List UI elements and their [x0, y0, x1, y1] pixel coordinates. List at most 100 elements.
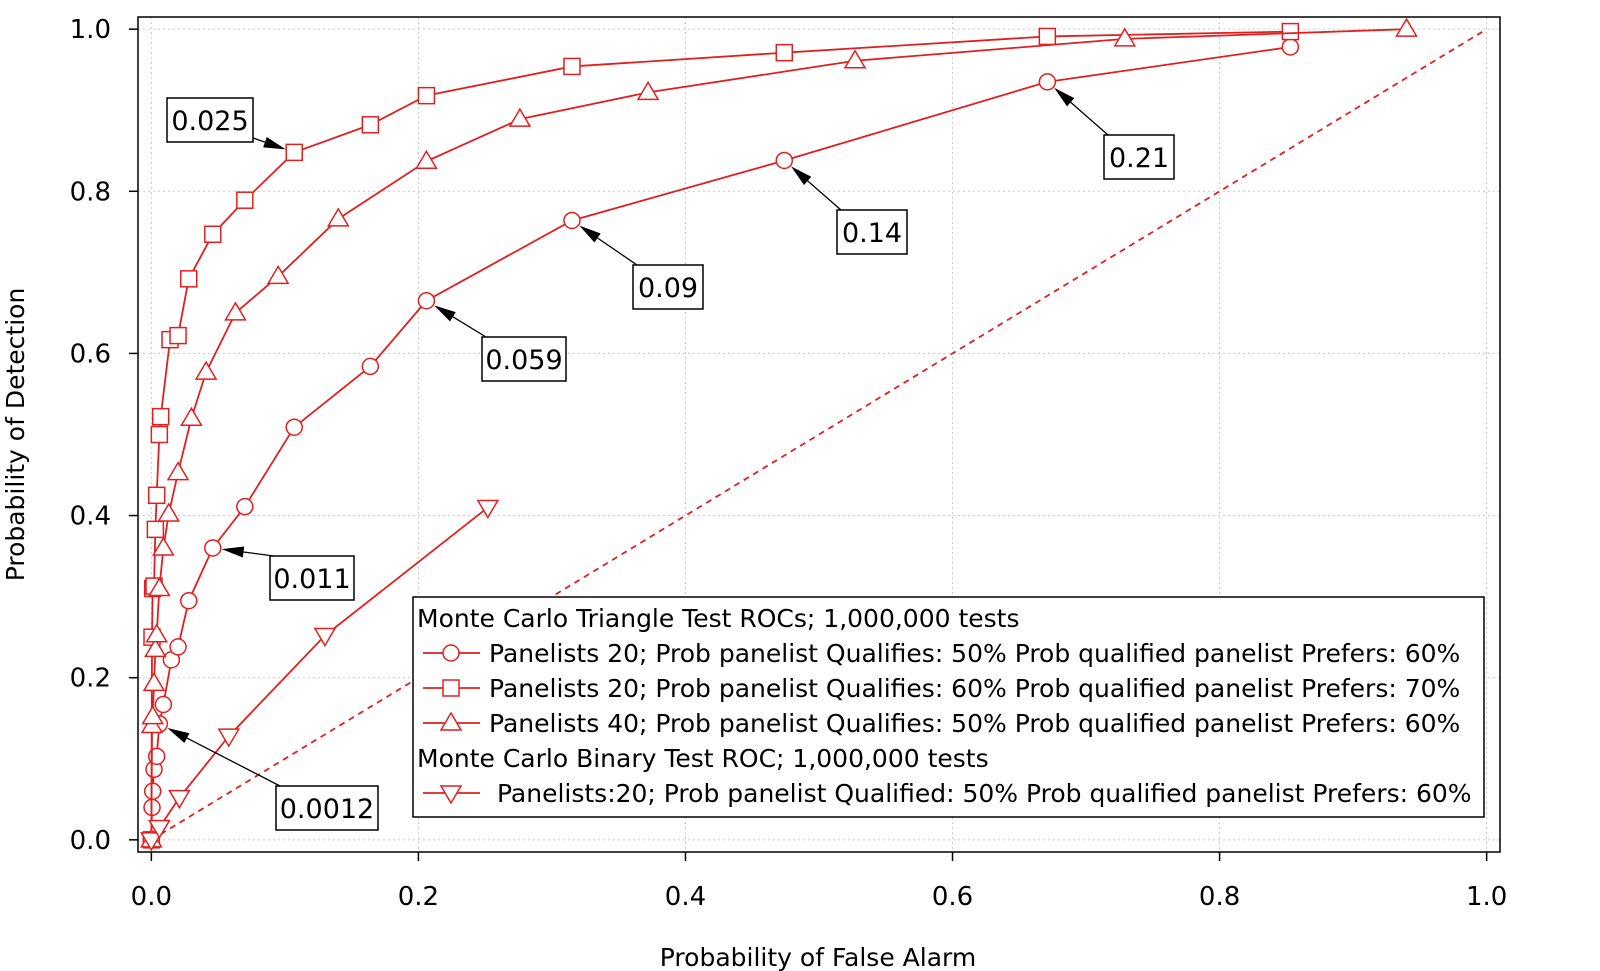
legend-entry-2: Panelists 20; Prob panelist Qualifies: 6… [423, 674, 1460, 703]
legend-label-5: Panelists:20; Prob panelist Qualified: 5… [489, 779, 1472, 808]
axes: 0.0 0.2 0.4 0.6 0.8 1.0 0.0 0.2 0.4 0.6 0.8 1.0 [70, 15, 1508, 912]
series-4-point-0 [140, 832, 163, 852]
series-3-point-9 [166, 461, 190, 481]
annotation-4-box [481, 336, 567, 382]
series-4-point-5 [476, 499, 500, 519]
series-3-point-20 [1395, 17, 1418, 37]
series-4-point-2 [168, 789, 191, 810]
legend-swatch-marker-1 [442, 644, 460, 662]
series-1-point-10 [204, 539, 222, 557]
annotation-6-arrow-head [167, 728, 190, 743]
series-1-point-11 [236, 497, 254, 516]
x-tick-label-1: 0.2 [398, 882, 439, 912]
y-axis-title: Probability of Detection [1, 288, 30, 582]
annotation-4: 0.059 [434, 305, 567, 382]
series-2-point-16 [563, 57, 581, 76]
legend-heading-4: Monte Carlo Binary Test ROC; 1,000,000 t… [417, 744, 989, 773]
series-1-point-16 [775, 151, 794, 170]
legend-label-1: Panelists 20; Prob panelist Qualifies: 5… [489, 639, 1460, 668]
series-2-point-18 [1038, 27, 1057, 46]
x-tick-label-5: 1.0 [1466, 882, 1507, 912]
series-2-point-19 [1281, 22, 1300, 41]
series-2-point-5 [147, 486, 166, 505]
series-1-point-12 [285, 418, 303, 436]
series-2-point-6 [150, 425, 169, 444]
annotation-0-arrow-head [263, 136, 286, 150]
annotation-6-label: 0.0012 [280, 794, 374, 825]
series-3-point-17 [636, 80, 660, 101]
y-tick-label-1: 0.2 [70, 664, 111, 694]
series-2-point-4 [146, 520, 165, 539]
series-1-point-9 [179, 591, 198, 610]
series-2-point-10 [179, 270, 198, 288]
series-3-point-8 [157, 502, 181, 522]
annotation-5-box [269, 555, 355, 601]
series-layer [140, 17, 1418, 852]
legend-entry-1: Panelists 20; Prob panelist Qualifies: 5… [423, 639, 1460, 668]
annotation-0-arrow-line [252, 137, 266, 143]
series-1-point-8 [169, 638, 187, 656]
series-2-line [150, 30, 1291, 840]
series-4-point-4 [313, 627, 337, 648]
legend-entry-5: Panelists:20; Prob panelist Qualified: 5… [423, 779, 1472, 808]
series-1-point-13 [361, 357, 380, 376]
annotation-0: 0.025 [166, 97, 286, 150]
annotation-2-label: 0.14 [842, 218, 902, 249]
y-tick-label-0: 0.0 [70, 826, 111, 856]
series-1-point-18 [1281, 38, 1300, 56]
series-2-point-11 [204, 225, 222, 244]
legend-swatch-marker-3 [439, 711, 463, 731]
annotation-1-arrow-line [1070, 101, 1109, 136]
series-2-point-13 [285, 143, 303, 162]
legend-label-2: Panelists 20; Prob panelist Qualifies: 6… [489, 674, 1460, 703]
series-1-point-14 [417, 291, 436, 310]
annotation-4-arrow-line [452, 316, 487, 338]
series-3-point-7 [152, 536, 175, 556]
annotation-4-label: 0.059 [485, 345, 562, 376]
legend-swatch-marker-5 [439, 785, 463, 805]
series-1-point-17 [1038, 73, 1057, 91]
series-3-point-5 [145, 623, 169, 643]
annotations-layer: 0.025 0.21 0.14 0.09 0.059 0.011 0.0012 [166, 87, 1175, 831]
series-3-point-13 [266, 264, 290, 285]
annotation-6: 0.0012 [167, 728, 379, 831]
annotation-0-label: 0.025 [171, 106, 248, 137]
annotation-3-arrow-line [597, 237, 638, 266]
series-3-point-10 [180, 406, 203, 427]
series-3-point-11 [194, 360, 218, 380]
legend-entry-0: Monte Carlo Triangle Test ROCs; 1,000,00… [417, 604, 1020, 633]
legend: Monte Carlo Triangle Test ROCs; 1,000,00… [412, 596, 1485, 818]
annotation-4-arrow-head [434, 305, 456, 322]
annotation-6-box [275, 785, 379, 831]
series-2-point-17 [775, 43, 794, 62]
series-3-point-14 [326, 207, 350, 227]
legend-entry-4: Monte Carlo Binary Test ROC; 1,000,000 t… [417, 744, 989, 773]
annotation-5: 0.011 [221, 546, 355, 601]
series-1-point-15 [563, 211, 581, 230]
series-3-point-15 [415, 149, 438, 170]
legend-entry-3: Panelists 40; Prob panelist Qualifies: 5… [423, 709, 1460, 738]
annotation-6-arrow-line [186, 737, 281, 787]
annotation-3-label: 0.09 [638, 273, 698, 304]
annotation-0-box [166, 97, 254, 143]
annotation-2-arrow-head [791, 166, 812, 186]
legend-box [412, 596, 1485, 818]
annotation-1-label: 0.21 [1109, 143, 1169, 174]
series-3-point-16 [508, 107, 532, 127]
x-tick-label-2: 0.4 [665, 882, 706, 912]
annotation-1: 0.21 [1054, 87, 1175, 180]
annotation-2-box [836, 209, 908, 255]
annotation-1-box [1103, 134, 1175, 180]
series-1-point-6 [154, 695, 173, 714]
y-tick-label-3: 0.6 [70, 339, 111, 369]
series-3-point-2 [141, 705, 164, 725]
series-2-point-15 [417, 86, 436, 105]
series-1-point-2 [143, 782, 162, 800]
series-4-point-3 [217, 728, 241, 748]
plot-frame [137, 16, 1501, 853]
series-4 [140, 499, 500, 852]
x-tick-label-4: 0.8 [1199, 882, 1240, 912]
chance-diagonal-line [150, 28, 1488, 841]
